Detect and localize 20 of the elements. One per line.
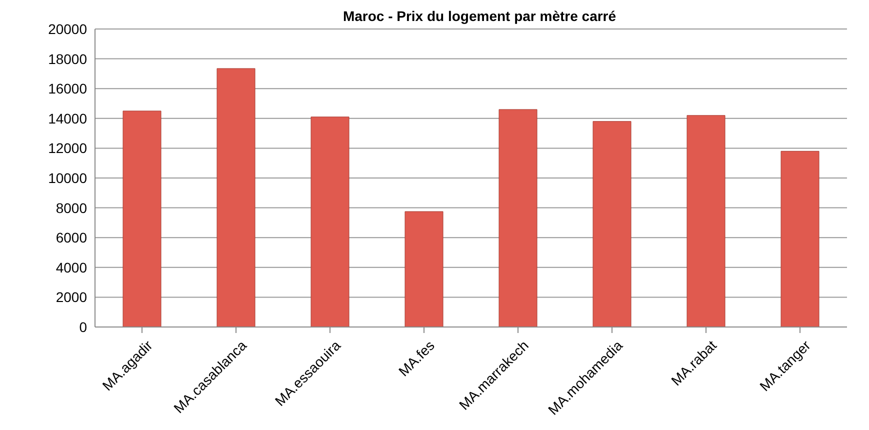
bar: [592, 121, 632, 327]
bar: [780, 150, 820, 327]
bar: [686, 115, 726, 327]
y-tick-label: 18000: [48, 50, 88, 67]
y-tick-label: 20000: [48, 20, 88, 37]
y-tick-label: 0: [79, 318, 88, 335]
y-tick-label: 2000: [56, 289, 88, 306]
bar: [122, 110, 162, 327]
y-tick-label: 6000: [56, 230, 88, 246]
y-tick-label: 12000: [48, 140, 88, 156]
y-tick-label: 16000: [48, 80, 88, 97]
chart-title: Maroc - Prix du logement par mètre carré: [342, 8, 616, 24]
bar: [404, 211, 444, 327]
y-tick-label: 14000: [48, 110, 88, 126]
bar: [498, 109, 538, 327]
y-tick-label: 8000: [56, 200, 88, 216]
bar: [216, 68, 256, 327]
y-tick-label: 4000: [56, 259, 88, 276]
bar: [310, 116, 350, 327]
y-tick-label: 10000: [48, 170, 88, 186]
